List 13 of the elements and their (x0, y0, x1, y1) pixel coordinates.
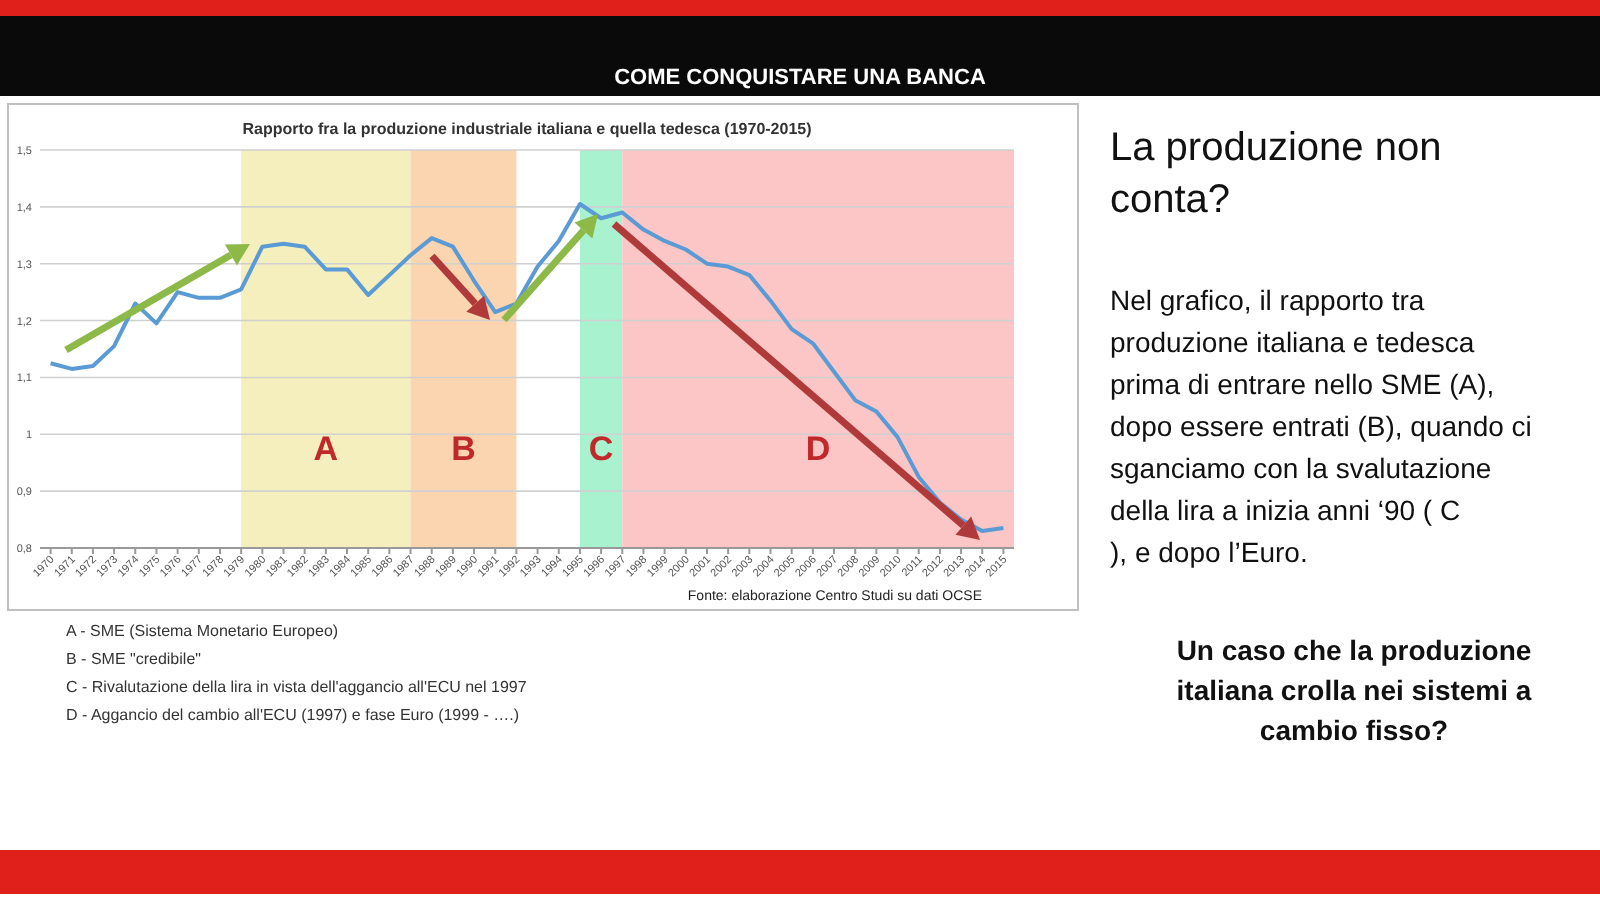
chart-title: Rapporto fra la produzione industriale italiana e quella tedesca (1970-2015) (242, 120, 813, 138)
band-label: A (313, 429, 339, 468)
text: B - SME "credibile" (66, 650, 202, 668)
text: Un caso che la produzione italiana crolla nei sistemi a cambio fisso? (1176, 634, 1532, 746)
text: Nel grafico, il rapporto tra produzione italiana e tedesca prima di entrare nello SME (A), dopo essere entrati (B), quando ci sganciamo con la svalutazione della lira a inizia anni ‘90 ( C ), e dopo l’Euro. (1110, 284, 1532, 568)
text: La produzione non conta? (1110, 126, 1442, 222)
text: C - Rivalutazione della lira in vista dell'aggancio all'ECU nel 1997 (66, 678, 528, 696)
text: A - SME (Sistema Monetario Europeo) (66, 622, 339, 640)
band-label: D (805, 429, 831, 468)
text: D - Aggancio del cambio all'ECU (1997) e fase Euro (1999 - ….) (66, 706, 520, 724)
band-label: C (588, 429, 614, 468)
band-label: B (451, 429, 476, 468)
text: COME CONQUISTARE UNA BANCA (614, 66, 986, 90)
